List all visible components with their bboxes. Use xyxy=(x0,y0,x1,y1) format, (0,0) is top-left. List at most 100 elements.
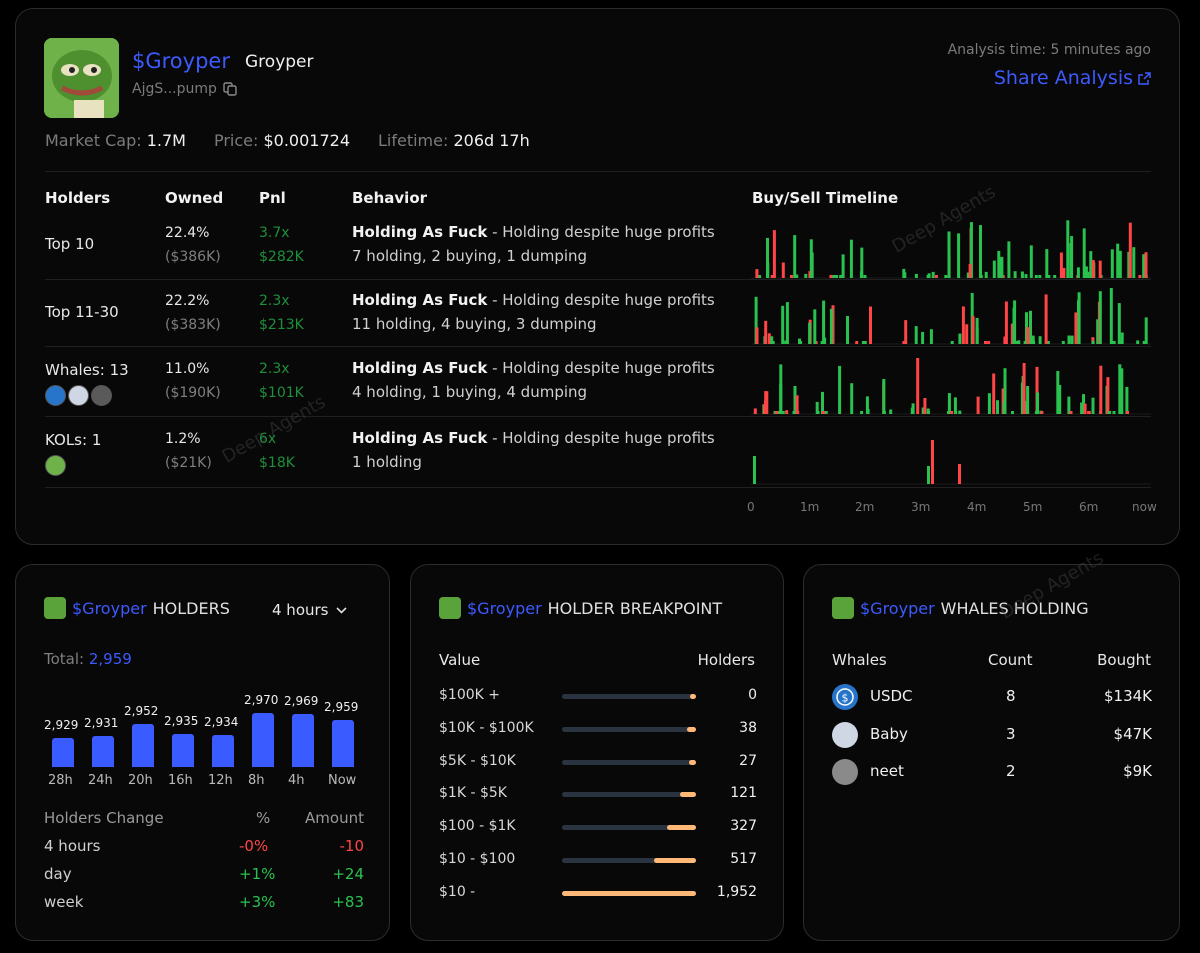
buy-bar xyxy=(795,274,799,278)
sell-bar xyxy=(931,440,934,484)
pnl-usd: $282K xyxy=(259,249,304,265)
buy-bar xyxy=(823,337,827,344)
breakpoint-row: $10 - $100 517 xyxy=(439,851,757,871)
change-amount: +24 xyxy=(332,865,364,883)
sell-bar xyxy=(950,411,954,414)
buy-bar xyxy=(1013,271,1017,278)
whale-bought: $9K xyxy=(1123,762,1152,780)
pnl-multiple: 6x xyxy=(259,431,277,447)
buy-bar xyxy=(957,233,961,278)
holders-bar-value: 2,970 xyxy=(244,693,279,707)
buy-bar xyxy=(882,379,886,414)
sell-bar xyxy=(1059,252,1063,278)
col-owned: Owned xyxy=(165,189,224,207)
buy-bar xyxy=(770,336,774,344)
token-mini-avatar xyxy=(44,597,66,619)
owned-usd: ($21K) xyxy=(165,455,212,471)
holder-group: Top 11-30 xyxy=(45,303,119,321)
share-analysis-link[interactable]: Share Analysis xyxy=(994,67,1151,89)
timeline-kols xyxy=(751,421,1151,485)
breakpoint-range: $10K - $100K xyxy=(439,719,534,736)
buy-bar xyxy=(1086,271,1090,278)
sell-bar xyxy=(1022,363,1026,414)
breakpoint-count: 517 xyxy=(730,851,757,867)
holders-change-row: day +1% +24 xyxy=(44,865,364,885)
token-avatar xyxy=(44,38,119,118)
buy-bar xyxy=(1142,254,1146,278)
sell-bar xyxy=(987,341,991,344)
holders-bar-category: 16h xyxy=(168,773,193,788)
buy-bar xyxy=(1089,251,1093,278)
behavior: Holding As Fuck - Holding despite huge p… xyxy=(352,291,715,309)
col-holders: Holders xyxy=(697,651,755,669)
pnl-usd: $101K xyxy=(259,385,304,401)
sell-bar xyxy=(968,264,972,278)
buy-bar xyxy=(1011,411,1014,414)
sell-bar xyxy=(1091,337,1095,344)
buy-bar xyxy=(1080,402,1084,414)
baby-avatar[interactable] xyxy=(68,385,89,406)
buy-bar xyxy=(911,403,915,414)
buy-bar xyxy=(1110,341,1114,344)
holders-bar xyxy=(332,719,354,767)
sell-bar xyxy=(755,269,759,278)
buy-bar xyxy=(846,316,849,344)
whale-row[interactable]: neet 2 $9K xyxy=(832,759,1152,785)
holders-bar-category: 28h xyxy=(48,773,73,788)
whale-name: Baby xyxy=(870,724,908,743)
col-pnl: Pnl xyxy=(259,189,286,207)
buy-bar xyxy=(1007,241,1011,278)
usdc-avatar[interactable] xyxy=(45,385,66,406)
buy-bar xyxy=(771,341,775,344)
range-dropdown[interactable]: 4 hours xyxy=(272,601,348,619)
whale-row[interactable]: Baby 3 $47K xyxy=(832,721,1152,748)
copy-icon[interactable] xyxy=(223,82,237,96)
buy-bar xyxy=(950,341,954,344)
buy-bar xyxy=(865,396,869,414)
sell-bar xyxy=(1087,411,1091,414)
holders-bar xyxy=(292,713,314,767)
buy-bar xyxy=(1070,335,1074,344)
sell-bar xyxy=(904,320,908,344)
sell-bar xyxy=(781,262,785,278)
change-pct: -0% xyxy=(239,837,269,855)
breakpoint-bar xyxy=(686,726,696,732)
buy-bar xyxy=(781,411,785,414)
buy-bar xyxy=(1028,341,1032,344)
buy-bar xyxy=(860,247,864,278)
breakpoint-count: 0 xyxy=(748,687,757,703)
sell-bar xyxy=(869,306,872,344)
change-pct: +3% xyxy=(239,893,276,911)
change-amount: +83 xyxy=(332,893,364,911)
sell-bar xyxy=(1035,366,1039,414)
sell-bar xyxy=(1098,260,1102,278)
buy-bar xyxy=(958,410,962,414)
buy-bar xyxy=(839,275,843,278)
buy-bar xyxy=(822,300,826,344)
col-behavior: Behavior xyxy=(352,189,428,207)
buy-bar xyxy=(1038,336,1042,344)
sell-bar xyxy=(753,408,757,414)
sell-bar xyxy=(785,410,789,414)
buy-bar xyxy=(1091,397,1095,414)
sell-bar xyxy=(1128,222,1132,278)
svg-text:$: $ xyxy=(842,692,849,705)
stat-lifetime: Lifetime: 206d 17h xyxy=(378,131,530,150)
kol-avatar[interactable] xyxy=(45,455,66,476)
buy-bar xyxy=(1112,411,1116,414)
sell-bar xyxy=(767,333,771,344)
buy-bar xyxy=(992,260,996,278)
col-whales: Whales xyxy=(832,651,887,669)
neet-avatar[interactable] xyxy=(91,385,112,406)
owned-usd: ($190K) xyxy=(165,385,221,401)
buy-bar xyxy=(1056,371,1060,414)
buy-bar xyxy=(754,296,758,344)
sell-bar xyxy=(1083,403,1087,414)
col-count: Count xyxy=(988,651,1033,669)
buy-bar xyxy=(821,391,824,414)
whale-row[interactable]: $ USDC 8 $134K xyxy=(832,684,1152,710)
col-bought: Bought xyxy=(1097,651,1151,669)
buy-bar xyxy=(1118,364,1122,414)
buy-bar xyxy=(804,273,808,278)
sell-bar xyxy=(1001,388,1005,414)
